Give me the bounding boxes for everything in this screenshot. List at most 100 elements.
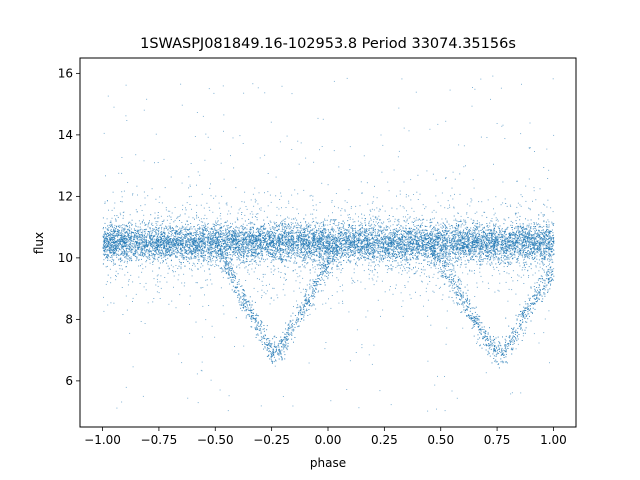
- data-point: [161, 234, 163, 236]
- data-point: [145, 251, 147, 253]
- data-point: [316, 223, 318, 225]
- data-point: [207, 242, 209, 243]
- data-point: [479, 264, 481, 266]
- data-point: [524, 234, 526, 236]
- data-point: [189, 233, 191, 234]
- data-point: [104, 222, 106, 224]
- data-point: [221, 245, 223, 247]
- data-point: [316, 236, 318, 238]
- data-point: [480, 243, 482, 245]
- data-point: [317, 242, 319, 244]
- data-point: [463, 237, 465, 239]
- data-point: [330, 261, 332, 263]
- data-point: [540, 233, 542, 235]
- data-point: [125, 238, 127, 240]
- data-point: [215, 223, 217, 225]
- data-point: [270, 231, 272, 232]
- data-point: [121, 227, 123, 229]
- data-point: [535, 237, 537, 239]
- data-point: [515, 246, 517, 248]
- data-point: [353, 236, 355, 238]
- data-point: [119, 232, 121, 234]
- data-point: [344, 239, 346, 240]
- data-point: [522, 252, 524, 254]
- data-point: [368, 228, 370, 230]
- data-point: [499, 229, 501, 231]
- data-point: [364, 250, 366, 252]
- data-point: [434, 228, 436, 230]
- data-point: [420, 263, 422, 264]
- data-point: [274, 257, 276, 259]
- data-point: [247, 236, 249, 238]
- data-point: [361, 227, 363, 229]
- data-point: [355, 246, 357, 248]
- data-point: [470, 249, 472, 251]
- data-point: [371, 234, 372, 235]
- data-point: [249, 226, 251, 228]
- data-point: [408, 237, 410, 239]
- data-point: [411, 249, 413, 251]
- data-point: [147, 250, 149, 252]
- data-point: [125, 252, 127, 254]
- data-point: [339, 248, 340, 250]
- data-point: [109, 248, 110, 250]
- data-point: [225, 258, 227, 260]
- data-point: [431, 236, 433, 238]
- data-point: [313, 239, 315, 241]
- data-point: [473, 222, 475, 224]
- data-point: [257, 245, 259, 247]
- data-point: [300, 246, 302, 248]
- data-point: [451, 245, 453, 247]
- data-point: [429, 222, 431, 224]
- data-point: [356, 243, 358, 245]
- data-point: [423, 245, 425, 247]
- data-point: [241, 240, 243, 242]
- data-point: [373, 256, 374, 258]
- data-point: [210, 259, 212, 261]
- data-point: [518, 250, 520, 252]
- data-point: [342, 268, 344, 269]
- data-point: [471, 231, 473, 233]
- data-point: [486, 243, 488, 245]
- data-point: [446, 246, 448, 248]
- data-point: [167, 228, 169, 230]
- data-point: [167, 229, 169, 231]
- data-point: [532, 247, 534, 249]
- data-point: [449, 247, 451, 249]
- data-point: [456, 257, 458, 259]
- data-point: [464, 233, 466, 235]
- data-point: [136, 231, 138, 233]
- data-point: [431, 249, 433, 251]
- data-point: [452, 240, 454, 242]
- data-point: [335, 237, 337, 239]
- data-point: [281, 258, 283, 260]
- data-point: [343, 238, 345, 240]
- data-point: [484, 238, 486, 240]
- data-point: [323, 245, 325, 247]
- data-point: [269, 243, 271, 245]
- data-point: [139, 254, 141, 256]
- data-point: [167, 240, 169, 241]
- data-point: [488, 239, 490, 241]
- data-point: [508, 236, 510, 238]
- data-point: [402, 227, 404, 229]
- data-point: [525, 237, 527, 239]
- data-point: [273, 245, 275, 247]
- data-point: [139, 241, 141, 243]
- data-point: [304, 262, 306, 263]
- data-point: [406, 243, 408, 245]
- data-point: [189, 248, 191, 250]
- data-point: [315, 244, 317, 246]
- data-point: [379, 248, 381, 250]
- data-point: [297, 242, 299, 243]
- data-point: [275, 241, 277, 243]
- data-point: [150, 214, 152, 216]
- data-point: [492, 253, 494, 255]
- data-point: [411, 237, 413, 239]
- data-point: [190, 226, 192, 228]
- data-point: [447, 236, 449, 238]
- data-point: [249, 221, 251, 223]
- data-point: [496, 247, 498, 249]
- data-point: [180, 263, 182, 265]
- data-point: [519, 252, 521, 253]
